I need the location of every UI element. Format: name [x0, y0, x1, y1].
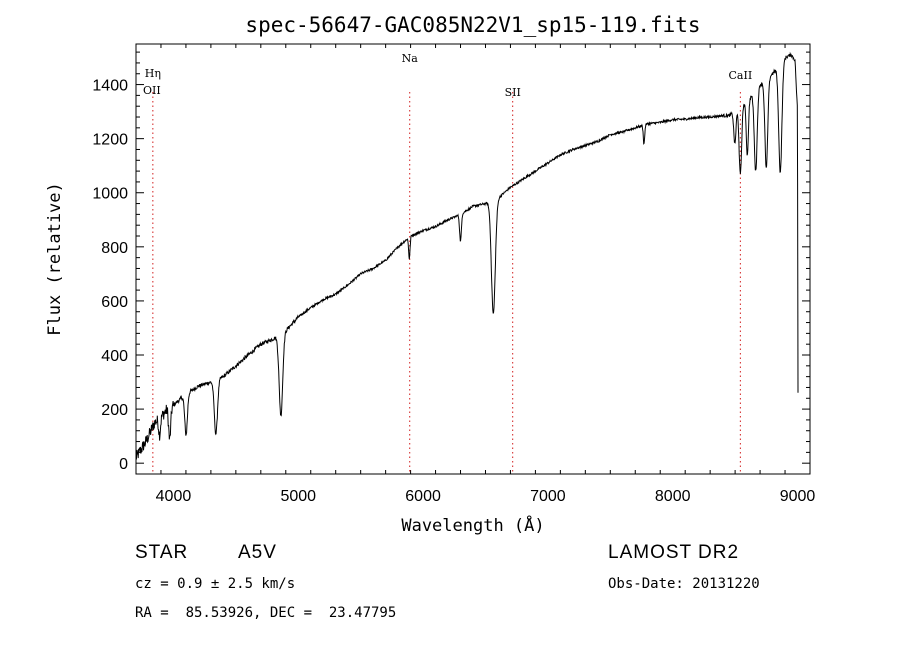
y-tick-label: 0	[119, 456, 128, 473]
x-tick-label: 7000	[530, 488, 566, 505]
line-marker-label: OII	[143, 84, 161, 97]
object-class: STAR	[135, 542, 189, 563]
y-tick-label: 1400	[92, 78, 128, 95]
spectrum-line	[135, 51, 799, 460]
x-tick-label: 9000	[780, 488, 816, 505]
y-tick-label: 200	[101, 402, 128, 419]
y-tick-label: 600	[101, 294, 128, 311]
x-tick-label: 6000	[405, 488, 441, 505]
y-tick-label: 1000	[92, 186, 128, 203]
line-marker-label: Na	[402, 52, 419, 65]
plot-frame	[135, 43, 811, 475]
y-tick-label: 800	[101, 240, 128, 257]
chart-title: spec-56647-GAC085N22V1_sp15-119.fits	[245, 13, 700, 37]
coordinates: RA = 85.53926, DEC = 23.47795	[135, 605, 397, 621]
y-axis-label: Flux (relative)	[45, 182, 65, 336]
line-marker-label: CaII	[729, 69, 753, 82]
survey-name: LAMOST DR2	[608, 542, 740, 563]
x-axis-label: Wavelength (Å)	[401, 514, 544, 536]
y-tick-label: 1200	[92, 132, 128, 149]
redshift-cz: cz = 0.9 ± 2.5 km/s	[135, 576, 296, 592]
line-marker-label: Hη	[145, 67, 161, 80]
x-tick-label: 8000	[655, 488, 691, 505]
line-marker-label: SII	[505, 86, 521, 99]
subclass: A5V	[238, 542, 277, 563]
x-tick-label: 4000	[156, 488, 192, 505]
x-tick-label: 5000	[280, 488, 316, 505]
obs-date: Obs-Date: 20131220	[608, 576, 760, 592]
y-tick-label: 400	[101, 348, 128, 365]
